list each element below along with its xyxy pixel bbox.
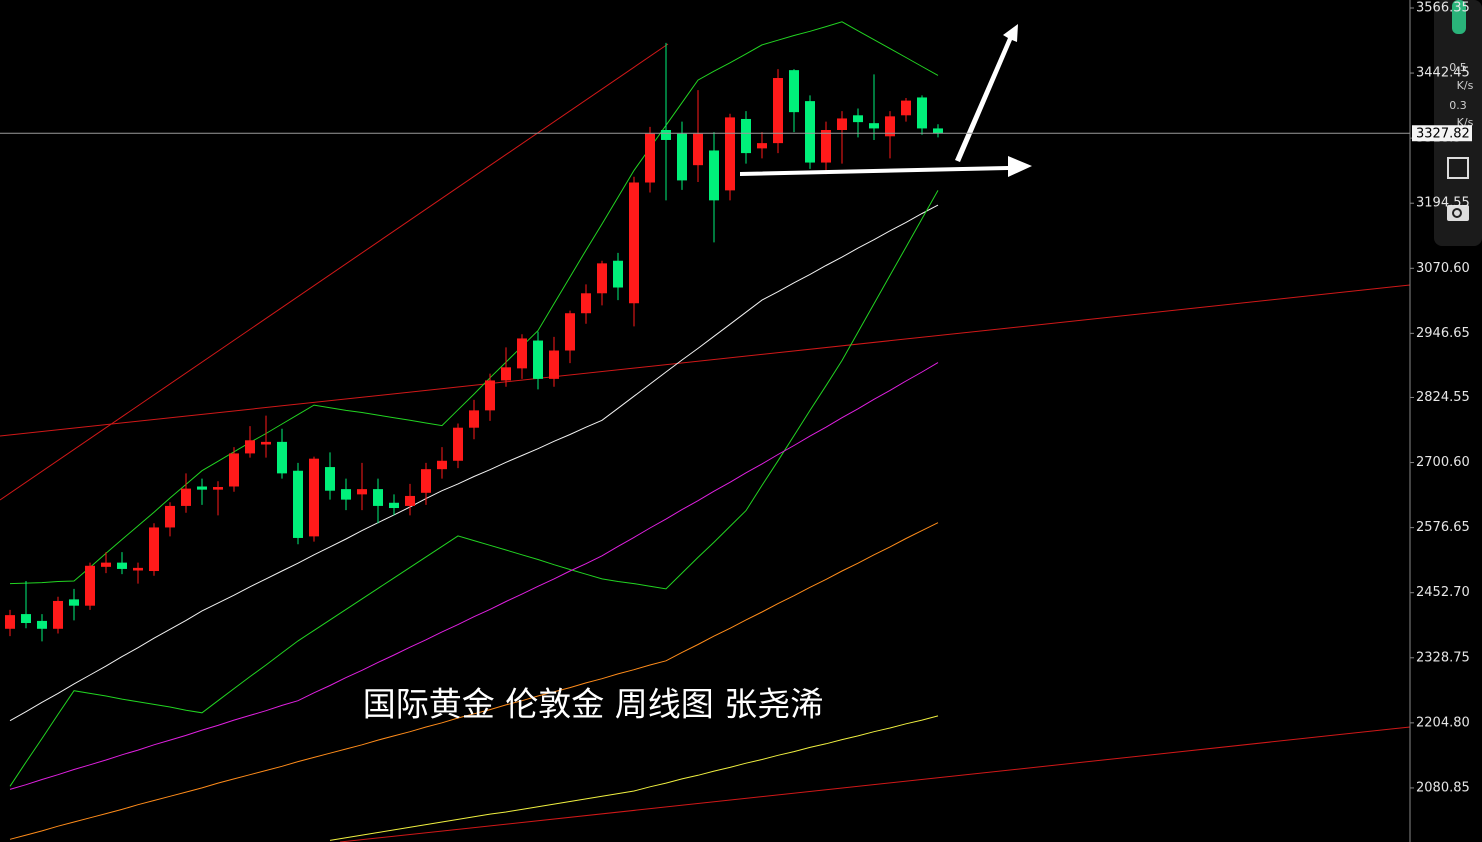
search-button[interactable] (1447, 205, 1469, 221)
y-tick-label: 3194.55 (1416, 196, 1470, 211)
indicator-line (9, 362, 939, 790)
tool-panel (1434, 0, 1482, 246)
candle-body (597, 263, 607, 294)
candle-body (885, 116, 895, 137)
candle-body (645, 133, 655, 183)
candle-body (421, 469, 431, 493)
candle-body (277, 441, 287, 474)
y-tick-label: 2576.65 (1416, 520, 1470, 535)
candle-body (85, 565, 95, 606)
candle-body (933, 128, 943, 134)
candle-body (725, 117, 735, 191)
candle-body (181, 488, 191, 506)
candle-body (853, 115, 863, 123)
indicator-line (9, 204, 939, 722)
y-tick-label: 3442.45 (1416, 66, 1470, 81)
y-tick-label: 2452.70 (1416, 585, 1470, 600)
indicator-line (9, 522, 939, 840)
candle-body (133, 567, 143, 571)
candle-body (37, 620, 47, 629)
candle-body (261, 441, 271, 445)
candle-body (69, 599, 79, 606)
candle-body (293, 470, 303, 538)
arrow (740, 156, 1032, 177)
candle-body (533, 340, 543, 379)
indicator-line (9, 21, 939, 585)
last-price-label: 3327.82 (1416, 127, 1470, 142)
candle-body (613, 260, 623, 288)
y-tick-label: 2946.65 (1416, 326, 1470, 341)
candle-body (901, 100, 911, 116)
candle-body (741, 118, 751, 154)
candle-body (437, 460, 447, 470)
annotation: 国际黄金 伦敦金 周线图 张尧浠 (363, 685, 823, 724)
candle-body (869, 123, 879, 129)
candle-body (453, 427, 463, 461)
speed-down: 0.3 (1449, 99, 1467, 112)
candle-body (325, 467, 335, 491)
candle-body (357, 489, 367, 495)
candle-body (485, 380, 495, 411)
arrows (740, 24, 1032, 177)
indicator-line (329, 715, 939, 841)
candle-body (629, 182, 639, 304)
candle-body (517, 338, 527, 369)
candle-body (773, 78, 783, 144)
candle-body (53, 600, 63, 629)
trend-line (0, 284, 1411, 437)
candle-body (101, 562, 111, 567)
candle-body (581, 293, 591, 314)
crop-button[interactable] (1447, 157, 1469, 179)
y-tick-label: 2080.85 (1416, 780, 1470, 795)
candle-body (373, 489, 383, 506)
candle-body (245, 440, 255, 454)
y-tick-label: 3070.60 (1416, 261, 1470, 276)
candle-body (757, 143, 767, 149)
candle-body (389, 502, 399, 509)
candle-body (677, 133, 687, 181)
candle-body (549, 350, 559, 379)
y-tick-label: 2204.80 (1416, 715, 1470, 730)
trend-line (0, 43, 669, 501)
candle-body (501, 367, 511, 381)
candle-body (789, 70, 799, 113)
candle-body (5, 615, 15, 629)
candle-body (693, 133, 703, 166)
candle-body (149, 527, 159, 572)
candle-body (469, 410, 479, 428)
candle-body (565, 313, 575, 351)
arrow (955, 24, 1018, 162)
trend-line (339, 726, 1411, 842)
candle-body (229, 453, 239, 487)
y-tick-label: 2328.75 (1416, 650, 1470, 665)
candle-body (117, 562, 127, 569)
candle-body (917, 97, 927, 129)
candle-body (21, 614, 31, 624)
candle-body (405, 495, 415, 506)
candle-body (213, 487, 223, 490)
candle-body (837, 118, 847, 130)
indicator-line (9, 190, 939, 787)
candle-body (709, 150, 719, 201)
speed-up: 0.5 (1449, 61, 1467, 74)
y-tick-label: 2700.60 (1416, 455, 1470, 470)
search-icon (1452, 208, 1462, 218)
candle-body (165, 505, 175, 528)
y-tick-label: 2824.55 (1416, 390, 1470, 405)
speed-indicator (1452, 0, 1466, 34)
candle-body (805, 101, 815, 163)
candle-body (197, 486, 207, 490)
candle-body (821, 129, 831, 163)
candle-body (309, 458, 319, 537)
y-tick-label: 3566.35 (1416, 1, 1470, 16)
candle-body (341, 489, 351, 500)
speed-up-unit: K/s (1457, 79, 1474, 92)
candle-body (661, 129, 671, 140)
plot (0, 21, 1411, 842)
last-price-box (1412, 125, 1472, 142)
